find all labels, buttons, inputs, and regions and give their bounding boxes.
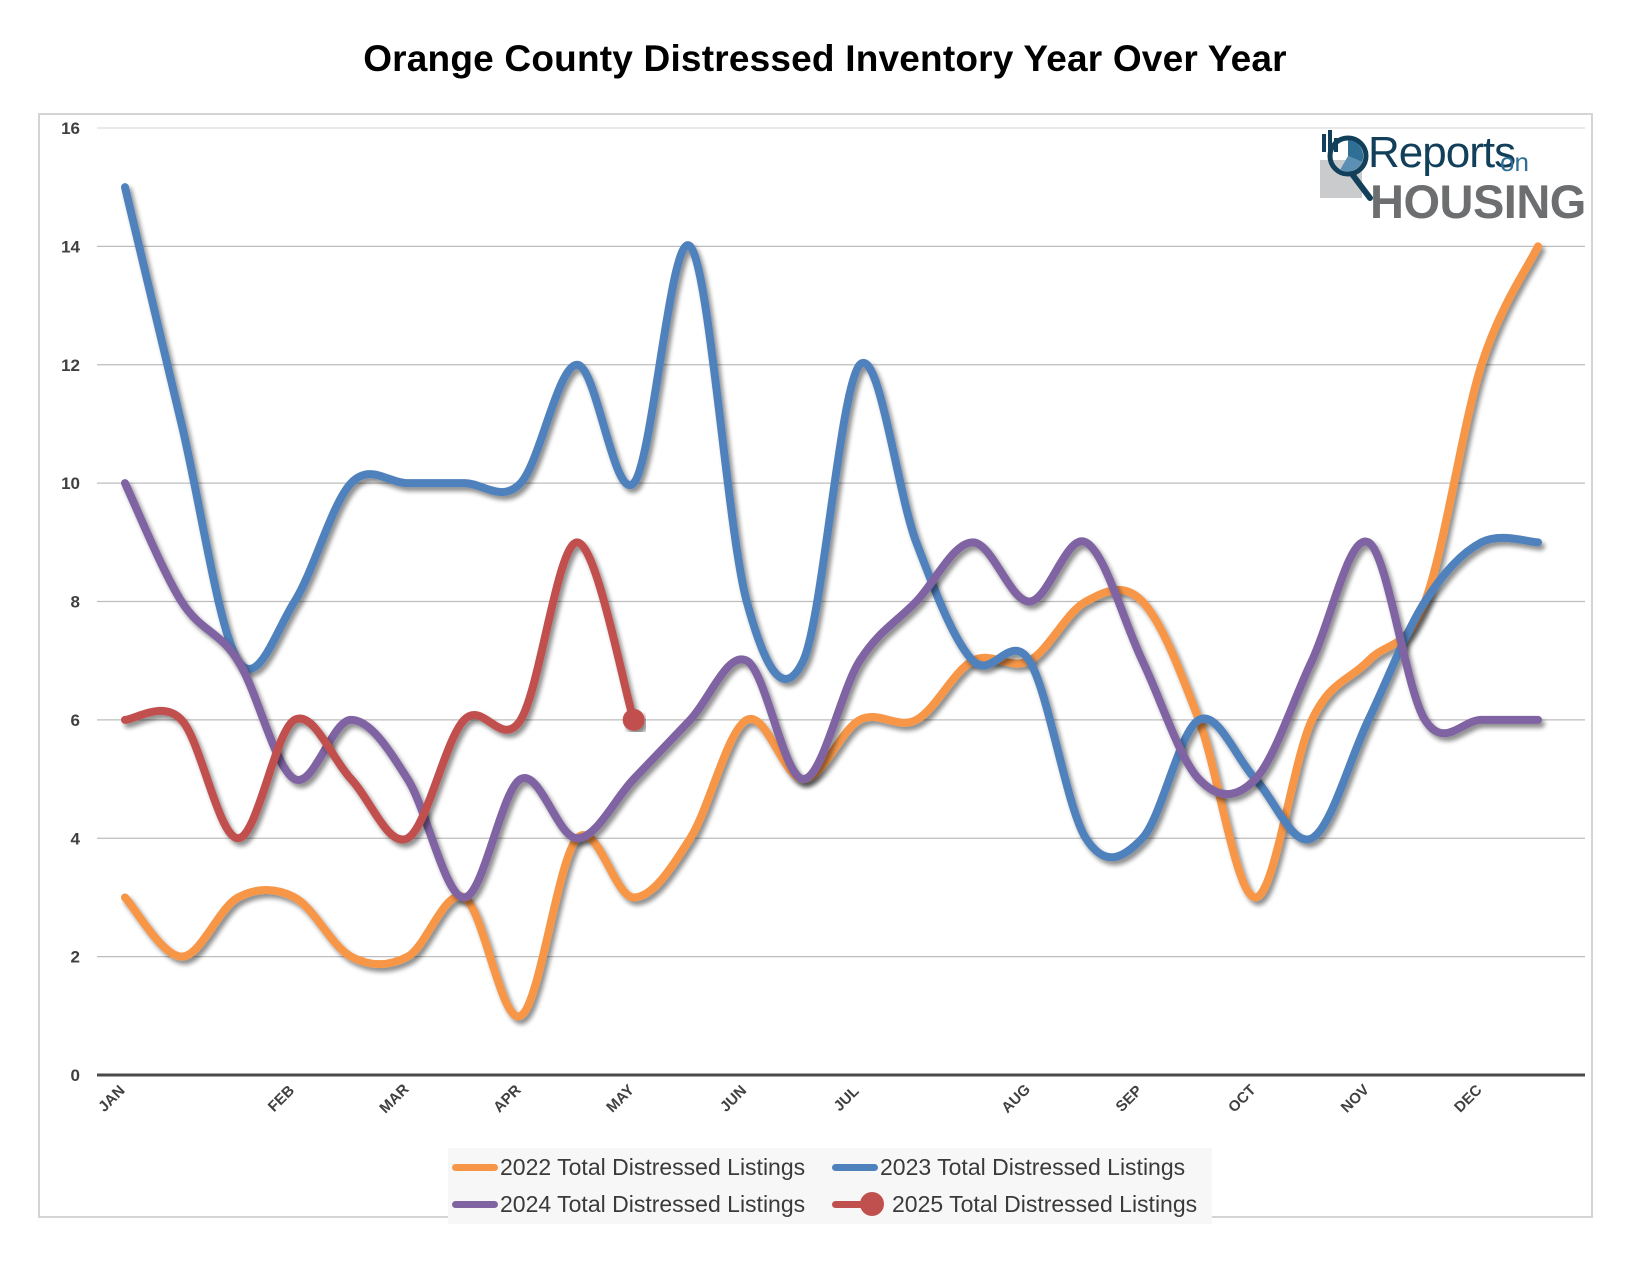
logo-text-housing: HOUSING [1370, 175, 1586, 228]
series-line-2023 [121, 183, 1542, 862]
x-axis-ticks: JAN FEB MAR APR MAY JUN JUL AUG SEP OCT NOV DEC [95, 1081, 1485, 1117]
legend-item-2025: 2025 Total Distressed Listings [832, 1191, 1197, 1218]
x-tick-label: AUG [998, 1081, 1034, 1117]
logo-text-on: on [1500, 147, 1529, 177]
series-line-2024 [121, 479, 1542, 902]
magnifier-chart-icon [1320, 130, 1373, 201]
series-lines [121, 183, 1542, 1020]
y-tick-label: 8 [71, 593, 80, 612]
legend-item-2023: 2023 Total Distressed Listings [832, 1154, 1185, 1181]
series-end-marker-2025 [622, 708, 645, 731]
x-tick-label: DEC [1451, 1081, 1486, 1116]
chart-title: Orange County Distressed Inventory Year … [363, 38, 1287, 79]
y-tick-label: 2 [71, 948, 80, 967]
y-axis-ticks: 0 2 4 6 8 10 12 14 16 [61, 119, 80, 1085]
x-tick-label: NOV [1338, 1081, 1373, 1116]
series-line-2022 [121, 242, 1542, 1020]
x-tick-label: OCT [1225, 1082, 1259, 1116]
y-tick-label: 4 [71, 829, 81, 848]
reports-on-housing-logo: Reports on HOUSING [1318, 128, 1590, 230]
y-tick-label: 6 [71, 711, 80, 730]
legend-swatch-2024 [452, 1201, 498, 1208]
legend-item-2022: 2022 Total Distressed Listings [452, 1154, 805, 1181]
series-line-2025 [121, 538, 638, 844]
y-tick-label: 14 [61, 237, 80, 256]
y-tick-label: 10 [61, 474, 80, 493]
legend-swatch-2023 [832, 1164, 878, 1171]
y-tick-label: 0 [71, 1066, 80, 1085]
x-tick-label: MAY [603, 1082, 638, 1117]
x-tick-label: FEB [265, 1082, 298, 1115]
chart-legend: 2022 Total Distressed Listings 2023 Tota… [448, 1148, 1212, 1224]
logo-text-reports: Reports [1368, 128, 1516, 177]
legend-label-2024: 2024 Total Distressed Listings [500, 1191, 806, 1217]
x-tick-label: SEP [1113, 1082, 1146, 1115]
legend-label-2025: 2025 Total Distressed Listings [892, 1191, 1198, 1217]
y-tick-label: 12 [61, 356, 80, 375]
legend-marker-2025 [860, 1192, 884, 1216]
legend-label-2023: 2023 Total Distressed Listings [880, 1154, 1186, 1180]
legend-label-2022: 2022 Total Distressed Listings [500, 1154, 806, 1180]
legend-swatch-2022 [452, 1164, 498, 1171]
x-tick-label: JAN [95, 1082, 128, 1115]
x-tick-label: JUL [831, 1083, 863, 1115]
x-tick-label: MAR [376, 1081, 412, 1117]
legend-item-2024: 2024 Total Distressed Listings [452, 1191, 805, 1218]
legend-swatch-2025 [832, 1192, 884, 1216]
x-tick-label: JUN [717, 1082, 750, 1115]
y-tick-label: 16 [61, 119, 80, 138]
x-tick-label: APR [490, 1081, 525, 1116]
